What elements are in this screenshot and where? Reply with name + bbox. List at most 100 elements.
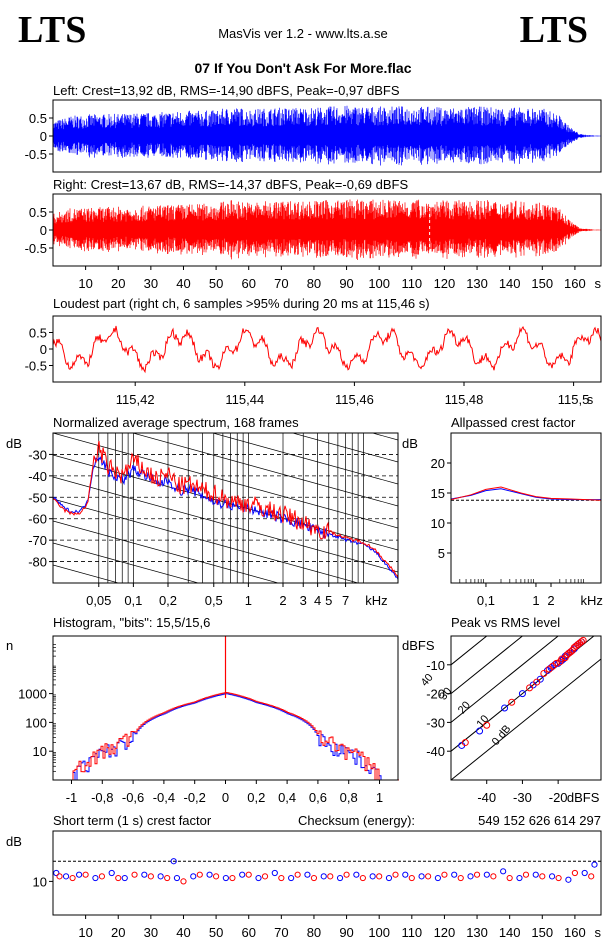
right-point [229, 874, 236, 882]
x-tick-label: 115,48 [445, 392, 484, 407]
right-point [571, 869, 579, 877]
y-tick-label: 1000 [18, 687, 47, 702]
right-point [180, 878, 187, 885]
y-axis-label: n [6, 638, 13, 653]
y-tick-label: 0 [40, 342, 47, 357]
right-point [278, 874, 285, 882]
x-tick-label: 7 [342, 593, 349, 608]
left-point [190, 873, 197, 880]
x-tick-label: 0 [222, 790, 229, 805]
left-point [476, 727, 484, 735]
crest-diagonal [451, 636, 524, 695]
x-tick-label: -0,4 [153, 790, 175, 805]
right-point [588, 873, 595, 880]
left-point [565, 876, 572, 883]
chart-title: Normalized average spectrum, 168 frames [53, 415, 299, 430]
x-tick-label: 115,46 [335, 392, 374, 407]
x-tick-label: 100 [368, 925, 390, 940]
x-tick-label: 115,44 [225, 392, 264, 407]
diagonal-label: 20 [456, 699, 473, 716]
x-tick-label: 0,8 [340, 790, 358, 805]
file-title: 07 If You Don't Ask For More.flac [194, 60, 412, 76]
x-tick-label: 0,2 [159, 593, 177, 608]
left-point [402, 871, 409, 878]
right-point [376, 873, 383, 880]
slope-line [53, 542, 200, 583]
x-tick-label: 40 [176, 925, 190, 940]
left-point [518, 690, 526, 698]
waveform-trace [52, 105, 602, 166]
x-tick-label: 10 [78, 276, 92, 291]
right-point [441, 871, 448, 878]
right-point [69, 874, 76, 882]
y-tick-label: -30 [426, 715, 445, 730]
x-tick-label: 0,5 [205, 593, 223, 608]
x-tick-label: 30 [144, 276, 158, 291]
x-tick-label: 20 [111, 925, 125, 940]
y-tick-label: 10 [33, 744, 47, 759]
left-point [336, 874, 344, 882]
x-tick-label: 120 [434, 925, 456, 940]
x-tick-label: 60 [241, 276, 255, 291]
crest-diagonal [451, 636, 488, 666]
x-tick-label: 110 [401, 276, 422, 291]
right-point [506, 874, 513, 882]
y-tick-label: -0.5 [25, 147, 47, 162]
left-histogram-line [53, 693, 399, 781]
chart-title: Allpassed crest factor [451, 415, 576, 430]
right-point [245, 871, 252, 878]
right-point [508, 698, 516, 706]
checksum-value: 549 152 626 614 297 [478, 813, 601, 828]
left-point [434, 874, 442, 882]
crest-diagonal [451, 636, 595, 752]
x-tick-label: -40 [477, 790, 496, 805]
chart-title: Right: Crest=13,67 dB, RMS=-14,37 dBFS, … [53, 177, 408, 192]
left-point [222, 874, 229, 882]
right-point [567, 648, 575, 656]
left-point [369, 873, 376, 880]
x-tick-label: 2 [547, 593, 554, 608]
slope-line [53, 476, 398, 573]
left-point [385, 874, 393, 882]
left-point [591, 861, 598, 868]
right-point [196, 871, 203, 878]
right-point [457, 874, 464, 882]
left-point [304, 871, 311, 878]
x-tick-label: -0,8 [91, 790, 113, 805]
x-tick-label: s [594, 925, 601, 940]
x-tick-label: kHz [580, 593, 602, 608]
chart-title: Left: Crest=13,92 dB, RMS=-14,90 dBFS, P… [53, 83, 400, 98]
x-tick-label: s [594, 276, 601, 291]
left-point [271, 869, 278, 877]
right-point [392, 871, 399, 878]
chart-title: Short term (1 s) crest factor [53, 813, 212, 828]
left-point [320, 873, 327, 880]
slope-line [211, 433, 398, 485]
x-tick-label: 150 [531, 276, 553, 291]
right-point [425, 873, 432, 880]
right-point [555, 874, 562, 882]
x-tick-label: s [587, 392, 594, 407]
right-point [483, 721, 491, 729]
x-tick-label: 3 [300, 593, 307, 608]
x-tick-label: 120 [434, 276, 456, 291]
x-tick-label: -1 [66, 790, 78, 805]
plot-frame [52, 830, 602, 916]
right-point [359, 874, 366, 882]
right-spectrum-line [53, 440, 398, 579]
y-tick-label: -30 [28, 447, 47, 462]
x-tick-label: 90 [339, 276, 353, 291]
x-tick-label: 4 [314, 593, 321, 608]
x-tick-label: 0,2 [247, 790, 265, 805]
left-point [548, 873, 556, 880]
right-point [131, 871, 138, 878]
x-tick-label: 140 [499, 925, 521, 940]
left-point [500, 868, 507, 875]
right-crest-line [450, 486, 602, 501]
y-tick-label: 0.5 [29, 205, 47, 220]
checksum-label: Checksum (energy): [298, 813, 415, 828]
x-tick-label: 70 [274, 925, 288, 940]
left-point [353, 871, 360, 878]
diagonal-label: 0 dB [490, 723, 514, 748]
slope-line [53, 520, 280, 583]
